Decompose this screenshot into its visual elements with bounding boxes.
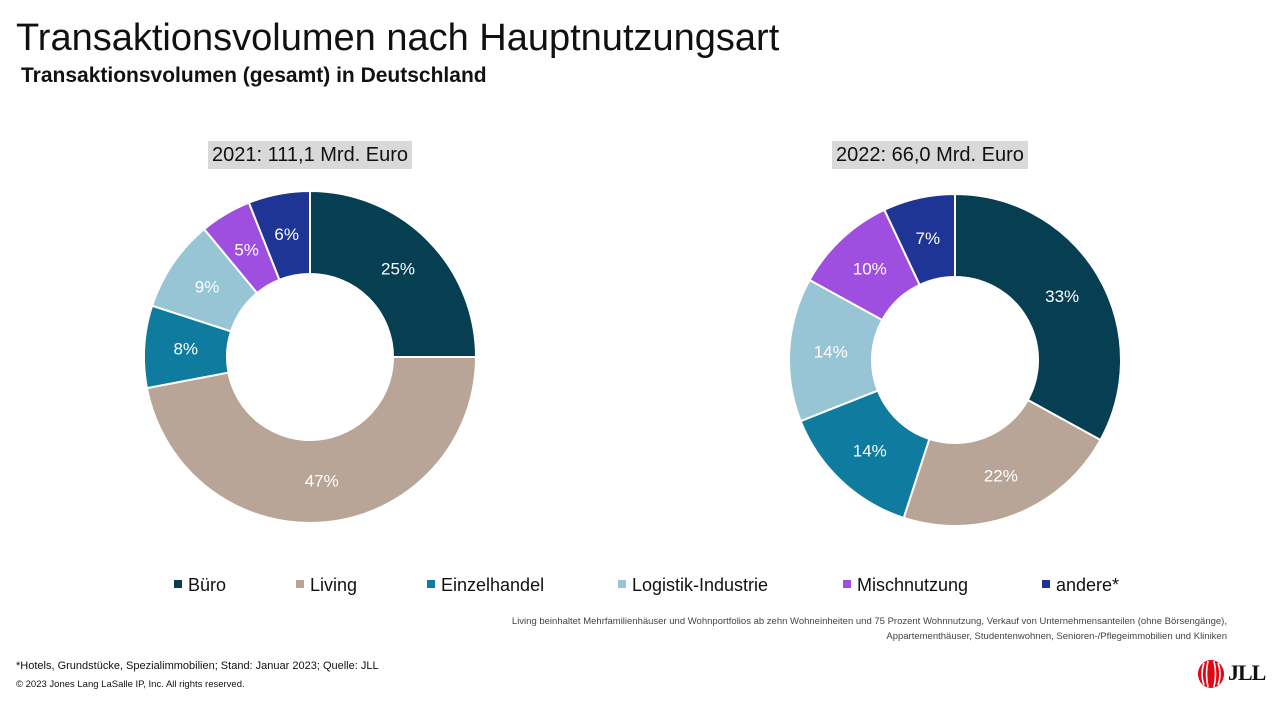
legend-label: andere* (1056, 575, 1120, 595)
chart-title-2022: 2022: 66,0 Mrd. Euro (832, 141, 1028, 169)
living-definition-note: Living beinhaltet Mehrfamilienhäuser und… (327, 614, 1227, 644)
data-label-mischnutzung: 5% (234, 240, 259, 259)
logo-text: JLL (1228, 660, 1266, 685)
donut-slice-andere (882, 192, 956, 287)
source-footnote: *Hotels, Grundstücke, Spezialimmobilien;… (16, 660, 379, 672)
data-label-buero: 33% (1045, 287, 1079, 306)
chart-title-2021: 2021: 111,1 Mrd. Euro (208, 141, 413, 169)
data-label-logistik-industrie: 14% (814, 343, 848, 362)
data-label-living: 47% (305, 471, 339, 490)
legend-item-logistik-industrie: Logistik-Industrie (618, 574, 768, 596)
donut-chart-2022: 33% 22% 14% 14% 10% 7% (788, 192, 1123, 528)
page-subtitle: Transaktionsvolumen (gesamt) in Deutschl… (21, 64, 487, 87)
legend-swatch-living (296, 580, 304, 589)
donut-slice-andere (247, 189, 311, 282)
note-line-1: Living beinhaltet Mehrfamilienhäuser und… (511, 616, 1227, 627)
chart-legend: Büro Living Einzelhandel Logistik-Indust… (0, 574, 1277, 596)
data-label-logistik-industrie: 9% (195, 278, 220, 297)
jll-logo-icon (1198, 660, 1224, 688)
data-label-mischnutzung: 10% (853, 260, 887, 279)
note-line-2: Appartementhäuser, Studentenwohnen, Seni… (886, 631, 1227, 642)
data-label-einzelhandel: 14% (853, 441, 887, 460)
legend-label: Living (310, 575, 358, 595)
data-label-buero: 25% (381, 259, 415, 278)
jll-logo: JLL (1196, 659, 1268, 689)
legend-item-einzelhandel: Einzelhandel (427, 574, 544, 596)
legend-swatch-mischnutzung (843, 580, 851, 589)
legend-label: Mischnutzung (857, 575, 969, 595)
legend-item-buero: Büro (174, 574, 226, 596)
donut-slice-buero (309, 189, 478, 358)
donut-chart-2021: 25% 47% 8% 9% 5% 6% (143, 189, 478, 524)
legend-label: Einzelhandel (441, 575, 545, 595)
donut-slice-living (145, 356, 478, 524)
page-title: Transaktionsvolumen nach Hauptnutzungsar… (16, 17, 780, 59)
data-label-andere: 7% (916, 229, 941, 248)
data-label-einzelhandel: 8% (173, 340, 198, 359)
legend-swatch-andere (1042, 580, 1050, 589)
copyright-text: © 2023 Jones Lang LaSalle IP, Inc. All r… (16, 679, 245, 690)
legend-swatch-einzelhandel (427, 580, 435, 589)
legend-swatch-buero (174, 580, 182, 589)
legend-item-andere: andere* (1042, 574, 1119, 596)
legend-swatch-logistik-industrie (618, 580, 626, 589)
legend-label: Büro (188, 575, 227, 595)
donut-slice-living (902, 398, 1102, 528)
legend-label: Logistik-Industrie (632, 575, 769, 595)
legend-item-living: Living (296, 574, 357, 596)
data-label-living: 22% (984, 466, 1018, 485)
donut-slice-buero (954, 192, 1123, 442)
data-label-andere: 6% (274, 225, 299, 244)
legend-item-mischnutzung: Mischnutzung (843, 574, 968, 596)
